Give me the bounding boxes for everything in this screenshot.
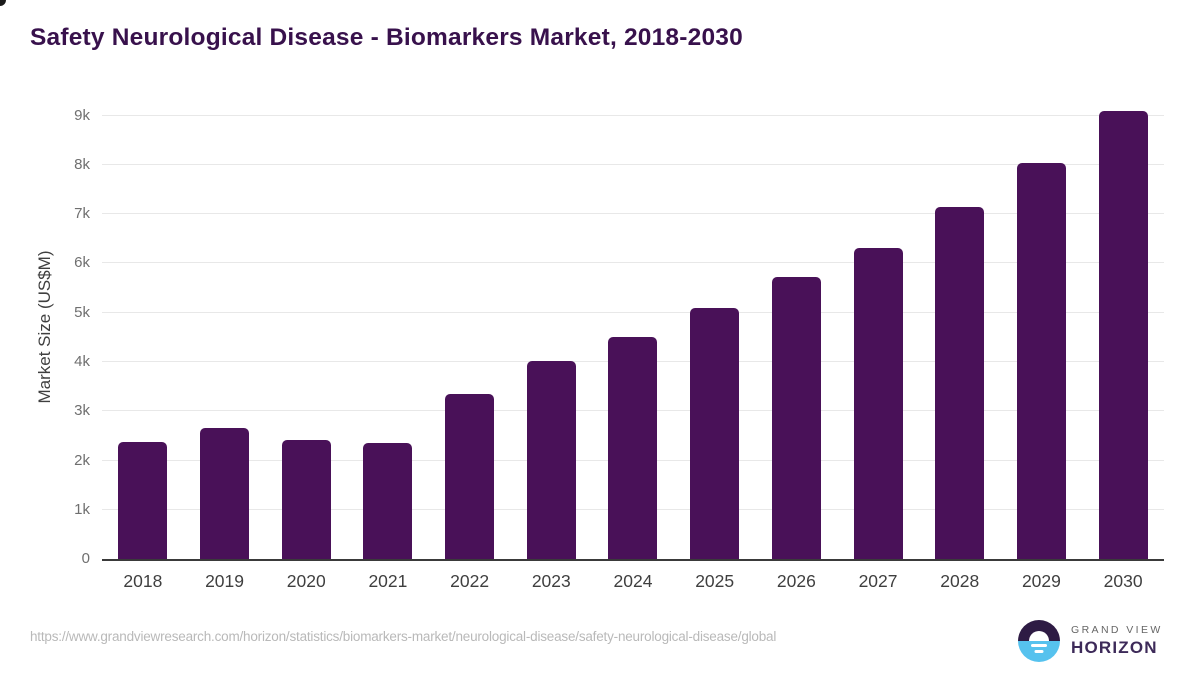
bar-column (837, 95, 919, 559)
x-tick-label-2027: 2027 (858, 571, 898, 591)
bars-row (102, 95, 1164, 559)
bar-2027[interactable] (853, 248, 903, 559)
logo-grand-view-label: GRAND VIEW (1071, 624, 1163, 636)
bar-column (1082, 95, 1164, 559)
x-tick-label-2026: 2026 (776, 571, 816, 591)
bar-2018[interactable] (118, 441, 168, 559)
bar-2024[interactable] (608, 336, 658, 559)
bar-column (592, 95, 674, 559)
y-tick-label: 1k (74, 500, 90, 518)
x-tick-label-2030: 2030 (1103, 571, 1143, 591)
bar-column (674, 95, 756, 559)
gridline (102, 163, 1164, 165)
window-corner-artifact (0, 0, 6, 6)
bar-2028[interactable] (935, 206, 985, 559)
logo-reflection-line (1031, 644, 1047, 647)
bar-column (510, 95, 592, 559)
x-tick-label-2019: 2019 (205, 571, 244, 591)
y-tick-label: 3k (74, 402, 90, 420)
source-url: https://www.grandviewresearch.com/horizo… (30, 629, 777, 644)
gridline (102, 213, 1164, 215)
bar-2023[interactable] (526, 360, 576, 559)
x-tick-label-2025: 2025 (695, 571, 735, 591)
y-tick-label: 9k (74, 106, 90, 124)
bar-column (102, 95, 184, 559)
plot-area: 0 1k 2k 3k 4k 5k 6k 7k 8k 9k (74, 95, 1164, 567)
bar-2019[interactable] (200, 428, 250, 559)
gridline (102, 311, 1164, 313)
gridline (102, 114, 1164, 116)
x-tick-label-2021: 2021 (368, 571, 408, 591)
x-tick-label-2023: 2023 (531, 571, 571, 591)
bar-2029[interactable] (1016, 162, 1066, 559)
y-tick-label: 6k (74, 254, 90, 272)
y-tick-label: 5k (74, 303, 90, 321)
x-tick-label-2022: 2022 (450, 571, 490, 591)
bar-column (265, 95, 347, 559)
horizon-sun-logo-icon (1018, 620, 1060, 662)
logo-text: GRAND VIEW HORIZON (1071, 624, 1163, 658)
bar-2022[interactable] (445, 393, 495, 559)
bar-column (347, 95, 429, 559)
x-tick-label-2029: 2029 (1021, 571, 1061, 591)
y-tick-label: 4k (74, 352, 90, 370)
x-tick-label-2020: 2020 (286, 571, 326, 591)
bar-2021[interactable] (363, 442, 413, 559)
bar-2020[interactable] (281, 439, 331, 559)
bar-2030[interactable] (1098, 111, 1148, 559)
bar-column (429, 95, 511, 559)
x-tick-label-2018: 2018 (123, 571, 163, 591)
gridline (102, 262, 1164, 264)
bar-column (184, 95, 266, 559)
chart-title: Safety Neurological Disease - Biomarkers… (30, 24, 743, 51)
y-tick-label: 8k (74, 155, 90, 173)
logo-reflection-line (1034, 649, 1044, 653)
x-axis-labels: 2018 2019 2020 2021 2022 2023 2024 2025 2026 2027… (102, 571, 1164, 592)
logo-horizon-label: HORIZON (1071, 638, 1158, 657)
x-tick-label-2028: 2028 (940, 571, 980, 591)
bar-column (756, 95, 838, 559)
bar-2025[interactable] (690, 308, 740, 559)
y-tick-label: 0 (81, 550, 90, 567)
y-tick-label: 2k (74, 451, 90, 469)
grand-view-horizon-logo[interactable]: GRAND VIEW HORIZON (1018, 620, 1163, 662)
y-tick-label: 7k (74, 205, 90, 223)
bar-column (919, 95, 1001, 559)
logo-dome-shape (1029, 631, 1049, 641)
x-tick-label-2024: 2024 (613, 571, 653, 591)
bar-2026[interactable] (771, 277, 821, 559)
bar-column (1001, 95, 1083, 559)
